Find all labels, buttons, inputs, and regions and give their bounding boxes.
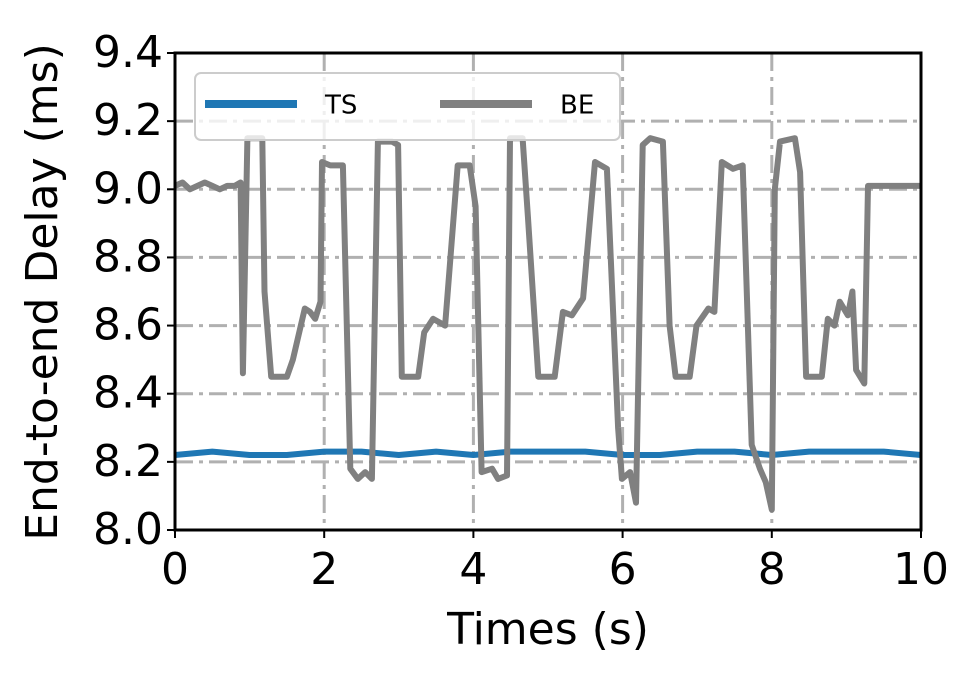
legend-label: TS [324,91,357,121]
y-tick-label: 9.0 [93,163,163,214]
y-tick-label: 8.6 [93,300,163,351]
y-tick-label: 8.2 [93,436,163,487]
x-tick-label: 8 [758,544,786,595]
y-tick-label: 9.2 [93,95,163,146]
y-tick-label: 8.0 [93,504,163,555]
plot-frame [173,51,923,532]
y-axis-label: End-to-end Delay (ms) [17,43,68,541]
y-tick-label: 9.4 [93,27,163,78]
x-tick-label: 10 [893,544,949,595]
line [173,135,921,513]
x-tick-label: 2 [310,544,338,595]
x-tick-label: 0 [161,544,189,595]
x-tick-label: 6 [609,544,637,595]
legend-box [194,72,621,141]
y-tick-label: 8.8 [93,231,163,282]
x-tick-label: 4 [459,544,487,595]
line [174,448,922,458]
legend: TS BE [194,72,621,141]
y-tick-label: 8.4 [93,368,163,419]
legend-label: BE [560,91,594,121]
x-axis-label: Times (s) [446,604,649,655]
